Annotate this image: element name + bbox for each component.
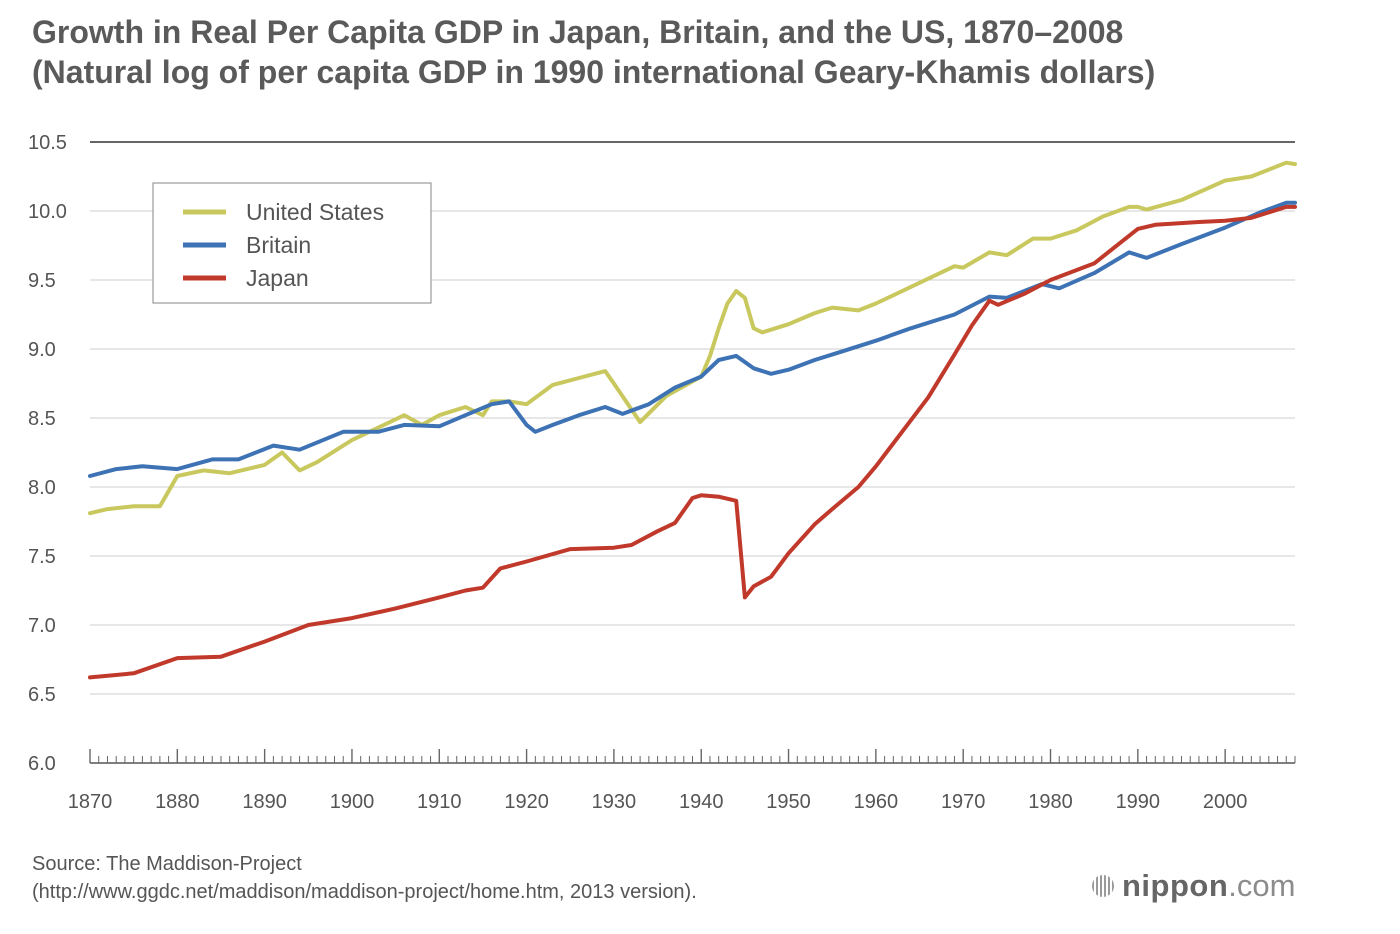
y-tick-label: 8.0 bbox=[28, 477, 56, 499]
series-lines bbox=[88, 160, 1297, 680]
chart-title-main: Growth in Real Per Capita GDP in Japan, … bbox=[32, 14, 1124, 50]
gdp-line-chart: 6.0 6.5 7.0 7.5 8.0 8.5 9.0 9.5 10.0 10.5 1870 188… bbox=[28, 132, 1297, 813]
series-line-japan bbox=[88, 204, 1297, 680]
y-tick-label: 9.5 bbox=[28, 270, 56, 292]
source-line-1: Source: The Maddison-Project bbox=[32, 853, 302, 875]
series-line-britain bbox=[88, 200, 1297, 478]
chart-subtitle: (Natural log of per capita GDP in 1990 i… bbox=[32, 54, 1156, 90]
logo-mark-icon bbox=[1092, 875, 1114, 897]
legend-label: United States bbox=[246, 199, 384, 225]
nippon-logo: nippon .com bbox=[1092, 866, 1295, 906]
source-line-2: (http://www.ggdc.net/maddison/maddison-p… bbox=[32, 881, 697, 903]
x-tick-label: 1980 bbox=[1028, 791, 1073, 813]
x-tick-label: 1900 bbox=[330, 791, 375, 813]
x-tick-label: 1940 bbox=[679, 791, 724, 813]
x-tick-label: 2000 bbox=[1203, 791, 1248, 813]
y-tick-label: 7.0 bbox=[28, 615, 56, 637]
x-tick-label: 1970 bbox=[941, 791, 986, 813]
legend: United States Britain Japan bbox=[152, 182, 432, 304]
x-tick-label: 1870 bbox=[68, 791, 113, 813]
logo-name: nippon bbox=[1122, 868, 1229, 903]
x-tick-label: 1920 bbox=[504, 791, 549, 813]
chart-title: Growth in Real Per Capita GDP in Japan, … bbox=[32, 12, 1155, 92]
y-tick-label: 6.0 bbox=[28, 753, 56, 775]
y-tick-label: 7.5 bbox=[28, 546, 56, 568]
x-axis bbox=[89, 749, 1296, 764]
x-tick-label: 1880 bbox=[155, 791, 200, 813]
x-tick-label: 1990 bbox=[1116, 791, 1161, 813]
y-tick-label: 10.5 bbox=[28, 132, 67, 154]
y-axis-tick-labels: 6.0 6.5 7.0 7.5 8.0 8.5 9.0 9.5 10.0 10.5 bbox=[28, 132, 67, 775]
y-tick-label: 6.5 bbox=[28, 684, 56, 706]
y-tick-label: 8.5 bbox=[28, 408, 56, 430]
series-line-united-states bbox=[88, 160, 1297, 516]
x-tick-label: 1890 bbox=[242, 791, 287, 813]
x-tick-label: 1910 bbox=[417, 791, 462, 813]
y-tick-label: 10.0 bbox=[28, 201, 67, 223]
x-axis-tick-labels: 1870 1880 1890 1900 1910 1920 1930 1940 1950 1960… bbox=[68, 791, 1248, 813]
x-tick-label: 1950 bbox=[766, 791, 811, 813]
legend-label: Britain bbox=[246, 232, 311, 258]
x-tick-label: 1960 bbox=[854, 791, 899, 813]
y-tick-label: 9.0 bbox=[28, 339, 56, 361]
x-tick-label: 1930 bbox=[592, 791, 637, 813]
legend-label: Japan bbox=[246, 265, 309, 291]
source-note: Source: The Maddison-Project (http://www… bbox=[32, 850, 697, 906]
logo-suffix: .com bbox=[1228, 868, 1296, 903]
